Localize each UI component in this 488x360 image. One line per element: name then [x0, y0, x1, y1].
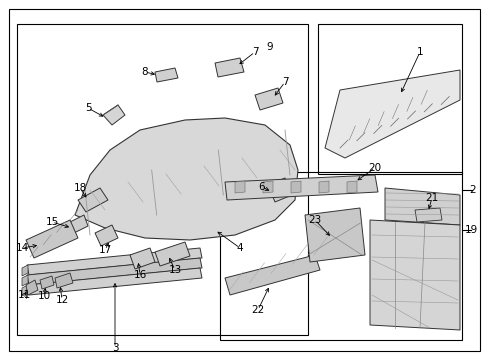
Polygon shape: [267, 178, 291, 202]
Polygon shape: [68, 215, 88, 234]
Text: 17: 17: [98, 245, 111, 255]
Polygon shape: [235, 181, 244, 193]
Polygon shape: [325, 70, 459, 158]
Polygon shape: [27, 268, 202, 295]
Polygon shape: [346, 181, 356, 193]
Text: 7: 7: [251, 47, 258, 57]
Text: 18: 18: [73, 183, 86, 193]
Polygon shape: [26, 220, 78, 258]
Text: 15: 15: [45, 217, 59, 227]
Polygon shape: [55, 273, 73, 288]
Text: 12: 12: [55, 295, 68, 305]
Polygon shape: [27, 258, 202, 285]
Text: 22: 22: [251, 305, 264, 315]
Bar: [317, 24, 461, 174]
Text: 23: 23: [308, 215, 321, 225]
Polygon shape: [75, 118, 297, 240]
Text: 14: 14: [15, 243, 29, 253]
Text: 9: 9: [266, 42, 273, 52]
Polygon shape: [27, 248, 202, 275]
Polygon shape: [224, 175, 377, 200]
Text: 11: 11: [18, 290, 31, 300]
Polygon shape: [22, 265, 28, 276]
Polygon shape: [78, 188, 108, 212]
Text: 3: 3: [111, 343, 118, 353]
Polygon shape: [254, 88, 283, 110]
Polygon shape: [26, 280, 38, 295]
Polygon shape: [103, 105, 125, 125]
Polygon shape: [95, 225, 118, 246]
Text: 7: 7: [281, 77, 288, 87]
Text: 21: 21: [425, 193, 438, 203]
Polygon shape: [22, 275, 28, 286]
Polygon shape: [215, 58, 244, 77]
Polygon shape: [318, 181, 328, 193]
Text: 13: 13: [168, 265, 181, 275]
Polygon shape: [155, 68, 178, 82]
Text: 10: 10: [38, 291, 50, 301]
Text: 6: 6: [258, 182, 265, 192]
Polygon shape: [155, 242, 190, 266]
Polygon shape: [384, 188, 459, 225]
Bar: [17, 24, 307, 335]
Text: 2: 2: [469, 185, 475, 195]
Polygon shape: [369, 220, 459, 330]
Polygon shape: [290, 181, 301, 193]
Text: 8: 8: [142, 67, 148, 77]
Text: 20: 20: [367, 163, 381, 173]
Text: 1: 1: [416, 47, 423, 57]
Polygon shape: [224, 255, 319, 295]
Polygon shape: [414, 208, 441, 222]
Polygon shape: [263, 181, 272, 193]
Polygon shape: [305, 208, 364, 262]
Text: 16: 16: [133, 270, 146, 280]
Polygon shape: [130, 248, 155, 269]
Polygon shape: [22, 285, 28, 296]
Text: 4: 4: [236, 243, 243, 253]
Text: 19: 19: [464, 225, 477, 235]
Polygon shape: [40, 276, 54, 289]
Text: 5: 5: [84, 103, 91, 113]
Bar: [220, 172, 461, 340]
